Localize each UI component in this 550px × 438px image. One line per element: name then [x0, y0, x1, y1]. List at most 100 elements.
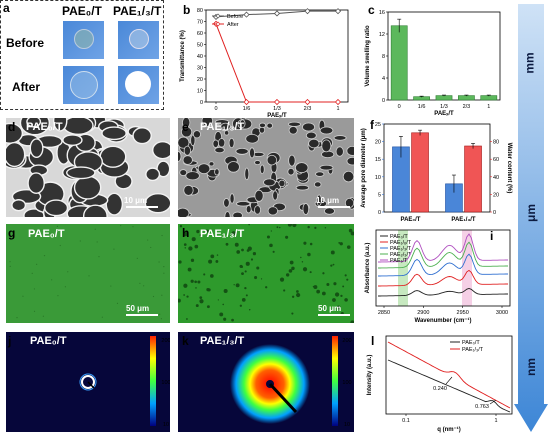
spectrum-line-0 — [378, 288, 508, 297]
pore — [190, 134, 196, 147]
pore — [302, 203, 310, 215]
chart-b-transmittance: 0 10 20 30 40 50 60 70 80 0 1/6 1/3 2/3 1 PAEₓ/T Transm… — [180, 8, 349, 119]
y-right-tick-label: 20 — [493, 192, 499, 198]
pore — [295, 184, 310, 191]
dark-dot — [283, 289, 286, 292]
speck — [57, 295, 59, 297]
speck — [79, 240, 81, 242]
x-category-label: PAE₁/₃/T — [451, 217, 475, 223]
scale-bar-g — [126, 314, 158, 316]
bar-water-content — [411, 132, 429, 213]
saxs-pattern-pae0: 200 100 10 — [6, 332, 171, 432]
speck — [163, 272, 165, 274]
speck — [33, 288, 36, 290]
pore — [227, 161, 240, 173]
scale-text-e: 10 μm — [316, 196, 340, 205]
dark-dot — [219, 312, 224, 317]
dark-dot — [344, 298, 348, 302]
dark-dot — [334, 292, 340, 297]
dark-dot — [246, 249, 250, 252]
pore — [229, 193, 235, 204]
colorbar-tick: 100 — [161, 380, 170, 386]
dark-dot — [265, 286, 268, 289]
pore — [179, 169, 188, 176]
legend-label: PAE₁/₃/T — [462, 347, 484, 353]
speck — [159, 313, 161, 315]
pore — [244, 167, 250, 181]
x-tick-label: 2850 — [378, 310, 390, 316]
legend-marker — [215, 21, 221, 27]
dark-dot — [183, 283, 188, 288]
saxs-pattern-pae13: 200 100 10 — [178, 332, 354, 432]
dark-dot — [210, 274, 214, 278]
x-tick-label: 2/3 — [463, 104, 471, 110]
spectrum-line-3 — [378, 241, 508, 269]
x-tick-label: 2/3 — [304, 106, 312, 112]
dark-dot — [196, 229, 200, 234]
dark-dot — [245, 294, 248, 297]
pore — [323, 207, 335, 215]
pore — [295, 162, 309, 174]
pore — [288, 154, 296, 167]
photo-pae13-after — [118, 66, 159, 104]
dark-dot — [216, 254, 219, 256]
pore — [212, 139, 219, 148]
y-left-tick-label: 0 — [378, 210, 381, 216]
legend-label: After — [227, 22, 239, 28]
speck — [33, 310, 36, 312]
y-left-tick-label: 25 — [375, 122, 381, 128]
photo-pae13-before — [118, 21, 159, 59]
pore — [288, 126, 298, 135]
dark-dot — [346, 245, 351, 249]
dark-dot — [239, 304, 242, 307]
label-after: After — [12, 80, 41, 94]
pore — [239, 119, 246, 128]
pore — [43, 199, 69, 217]
pore — [197, 163, 211, 175]
arrow-label-mm: mm — [522, 52, 537, 74]
y-tick-label: 12 — [379, 32, 385, 38]
dark-dot — [186, 318, 188, 320]
speck — [51, 279, 53, 281]
panel-label-i: i — [490, 229, 494, 243]
speck — [9, 265, 11, 267]
pore — [152, 140, 174, 160]
dark-dot — [217, 299, 219, 301]
y-right-tick-label: 80 — [493, 140, 499, 146]
speck — [120, 225, 122, 227]
speck — [116, 302, 119, 305]
photo-pae0-after — [63, 66, 104, 104]
dark-dot — [272, 250, 275, 253]
speck — [94, 228, 96, 230]
y-left-tick-label: 20 — [375, 140, 381, 146]
dark-dot — [350, 231, 355, 236]
pore — [287, 167, 295, 176]
dark-dot — [296, 292, 301, 298]
pore — [321, 139, 332, 153]
legend-label: PAE₀/T — [462, 340, 480, 346]
y-right-tick-label: 40 — [493, 175, 499, 181]
x-tick-label: 2950 — [457, 310, 469, 316]
y-right-tick-label: 0 — [493, 210, 496, 216]
pore — [232, 211, 243, 220]
dark-dot — [302, 267, 308, 272]
speck — [96, 241, 98, 243]
panel-label-j: j — [8, 334, 12, 348]
dark-dot — [244, 286, 247, 290]
dark-dot — [348, 228, 353, 233]
pore — [220, 122, 231, 131]
dark-dot — [241, 248, 244, 252]
colorbar-tick: 200 — [161, 338, 170, 344]
dark-dot — [199, 299, 204, 304]
dark-dot — [179, 225, 183, 228]
dark-dot — [279, 277, 285, 282]
speck — [42, 315, 44, 317]
micro-label-g: PAE₀/T — [28, 228, 65, 240]
dark-dot — [234, 242, 239, 247]
confocal-image-pae13 — [176, 222, 355, 325]
dark-dot — [183, 243, 187, 246]
data-point — [273, 10, 281, 17]
dark-dot — [190, 279, 194, 283]
